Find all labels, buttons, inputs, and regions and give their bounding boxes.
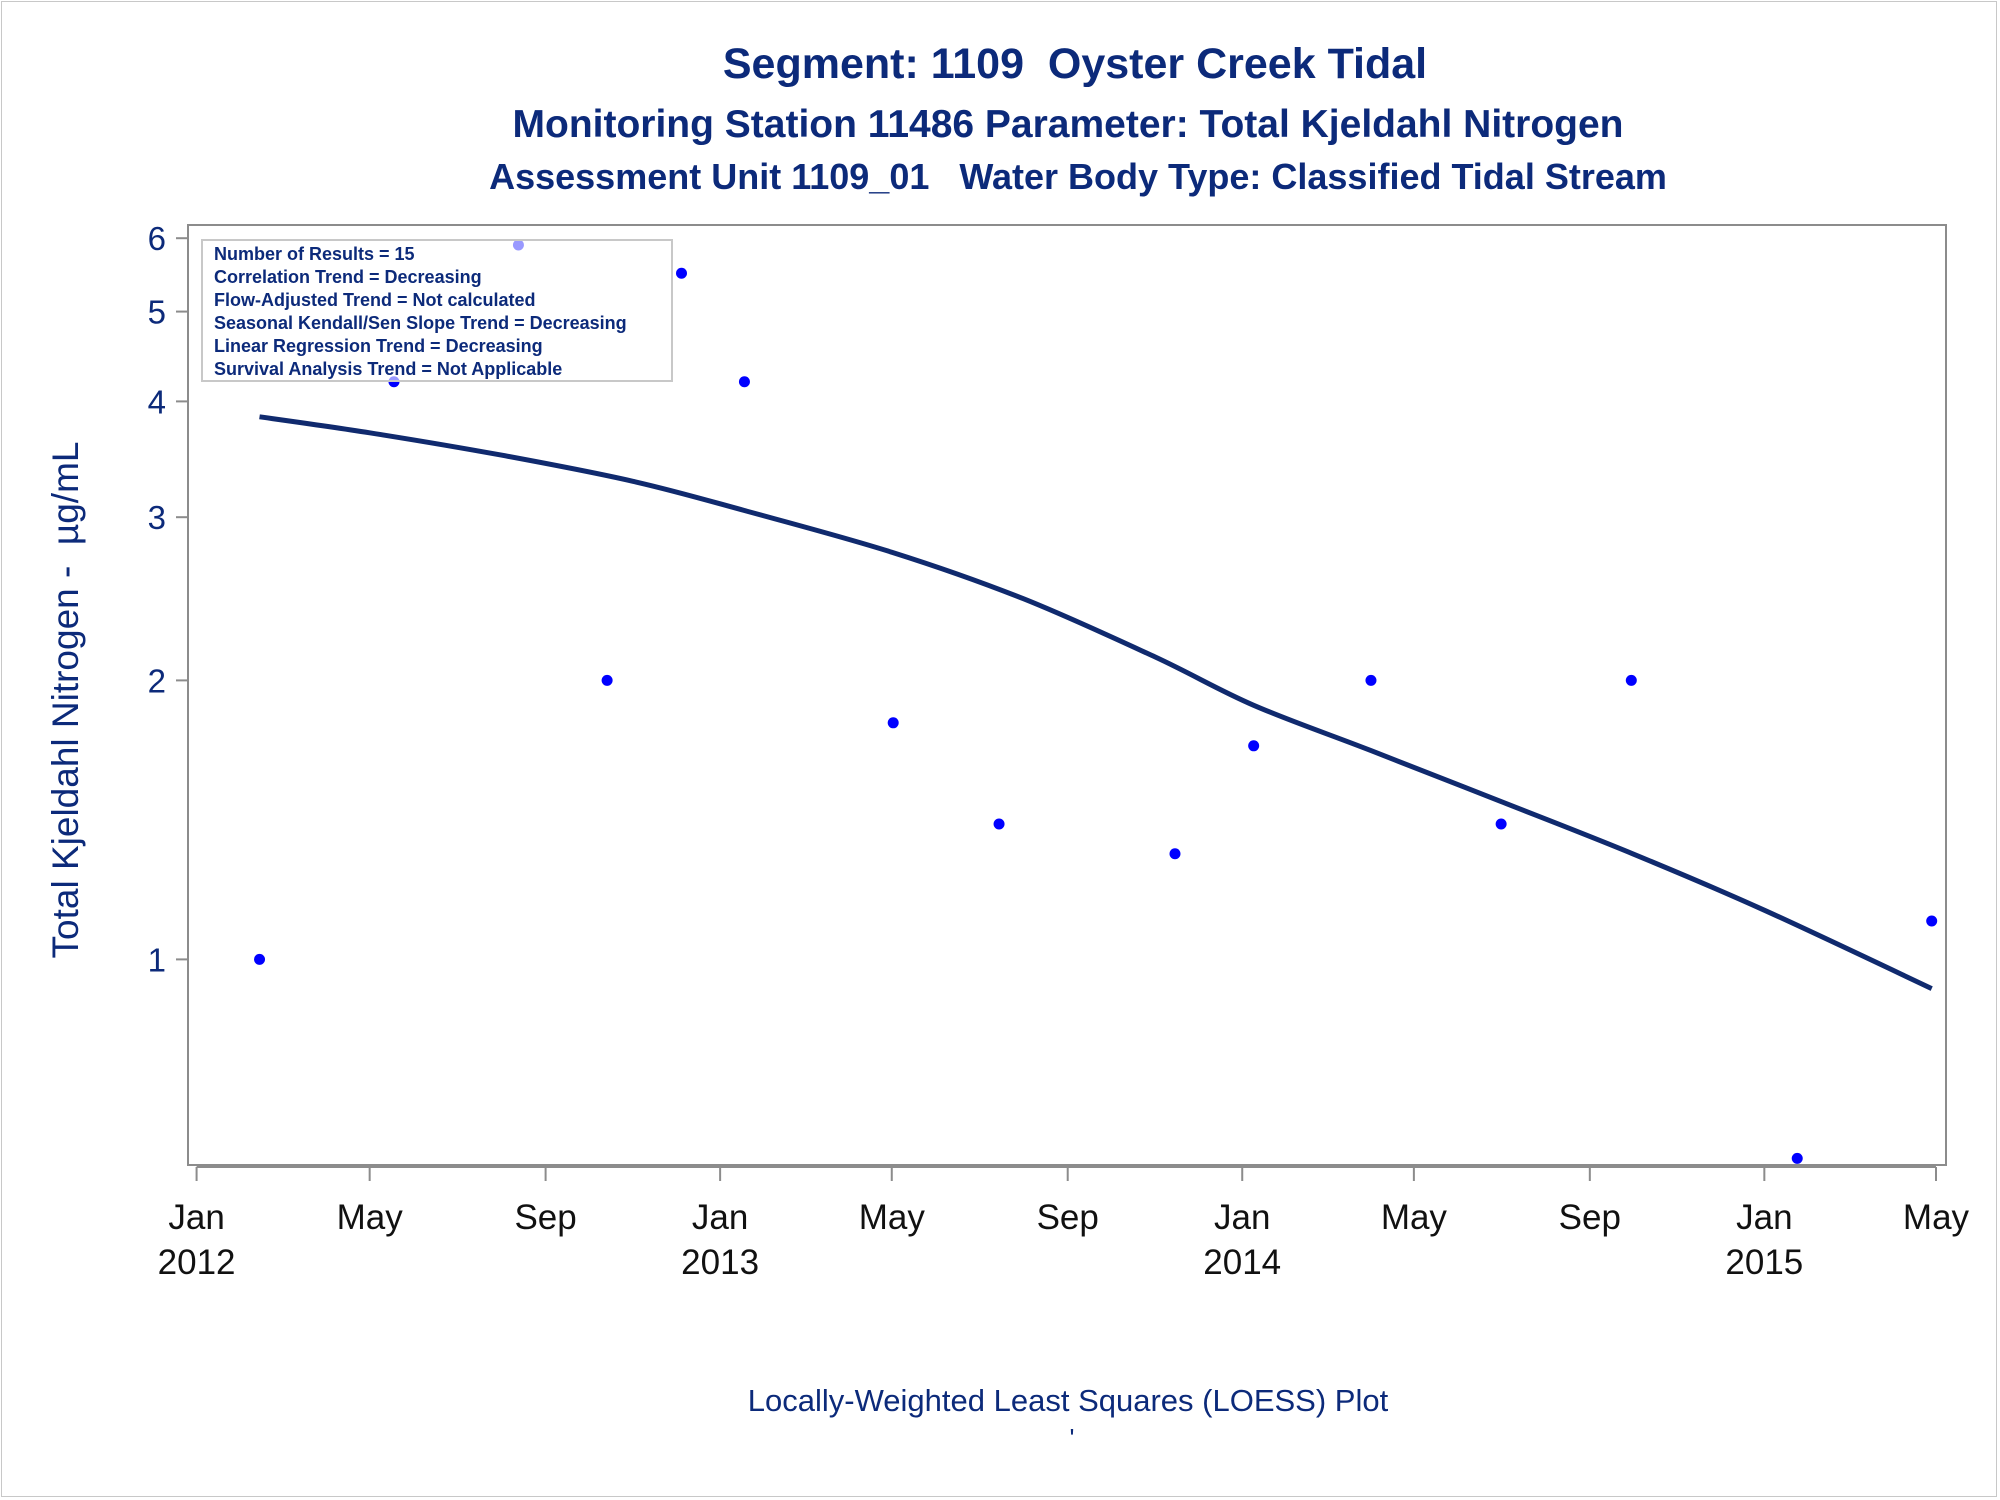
x-tick-label: Sep bbox=[514, 1198, 576, 1237]
stats-legend-line: Survival Analysis Trend = Not Applicable bbox=[214, 359, 562, 379]
x-tick-label: Jan bbox=[168, 1198, 224, 1237]
y-axis: 1 2 3 4 5 6 bbox=[148, 220, 188, 978]
chart-title: Segment: 1109 Oyster Creek Tidal bbox=[723, 40, 1427, 88]
data-point bbox=[601, 674, 613, 686]
data-point bbox=[738, 376, 750, 388]
y-tick-label: 6 bbox=[148, 220, 166, 257]
x-tick-year-label: 2013 bbox=[681, 1243, 759, 1282]
plot-area bbox=[187, 224, 1947, 1166]
footnote-mark: ' bbox=[1070, 1423, 1075, 1453]
data-point bbox=[254, 953, 266, 965]
stats-legend-line: Flow-Adjusted Trend = Not calculated bbox=[214, 290, 536, 310]
y-tick-label: 4 bbox=[148, 383, 166, 420]
x-tick-label: May bbox=[1903, 1198, 1970, 1237]
y-tick-label: 1 bbox=[148, 941, 166, 978]
x-axis-label: Locally-Weighted Least Squares (LOESS) P… bbox=[748, 1383, 1389, 1418]
x-tick-label: Jan bbox=[1736, 1198, 1792, 1237]
x-tick-year-label: 2014 bbox=[1203, 1243, 1281, 1282]
stats-legend-line: Seasonal Kendall/Sen Slope Trend = Decre… bbox=[214, 313, 627, 333]
loess-line bbox=[259, 414, 1933, 991]
stats-legend: Number of Results = 15 Correlation Trend … bbox=[201, 239, 673, 382]
y-tick-label: 3 bbox=[148, 499, 166, 536]
x-tick-label: Sep bbox=[1559, 1198, 1621, 1237]
x-tick-label: May bbox=[859, 1198, 926, 1237]
chart-subtitle-2: Assessment Unit 1109_01 Water Body Type:… bbox=[489, 156, 1667, 197]
stats-legend-line: Number of Results = 15 bbox=[214, 244, 415, 264]
y-axis-label: Total Kjeldahl Nitrogen - µg/mL bbox=[45, 442, 86, 959]
data-point bbox=[993, 818, 1005, 830]
data-point bbox=[1169, 848, 1181, 860]
data-point bbox=[1365, 674, 1377, 686]
loess-layer bbox=[259, 414, 1933, 991]
data-point bbox=[675, 267, 687, 279]
chart-subtitle: Monitoring Station 11486 Parameter: Tota… bbox=[513, 103, 1624, 146]
x-tick-label: May bbox=[337, 1198, 404, 1237]
x-axis: Jan 2012 May Sep Jan 2013 May Sep Jan 2014 May Sep J… bbox=[158, 1166, 1970, 1282]
data-point bbox=[1248, 740, 1260, 752]
data-point bbox=[1495, 818, 1507, 830]
x-tick-label: Jan bbox=[1214, 1198, 1270, 1237]
data-point bbox=[1926, 915, 1938, 927]
data-point bbox=[1791, 1152, 1803, 1164]
y-tick-label: 2 bbox=[148, 662, 166, 699]
x-tick-year-label: 2015 bbox=[1725, 1243, 1803, 1282]
x-tick-year-label: 2012 bbox=[158, 1243, 236, 1282]
x-tick-label: May bbox=[1381, 1198, 1448, 1237]
stats-legend-line: Correlation Trend = Decreasing bbox=[214, 267, 482, 287]
stats-legend-line: Linear Regression Trend = Decreasing bbox=[214, 336, 543, 356]
y-tick-label: 5 bbox=[148, 294, 166, 331]
stats-legend-box bbox=[201, 239, 673, 382]
data-point bbox=[1625, 674, 1637, 686]
x-tick-label: Sep bbox=[1037, 1198, 1099, 1237]
x-tick-label: Jan bbox=[692, 1198, 748, 1237]
data-point bbox=[887, 717, 899, 729]
